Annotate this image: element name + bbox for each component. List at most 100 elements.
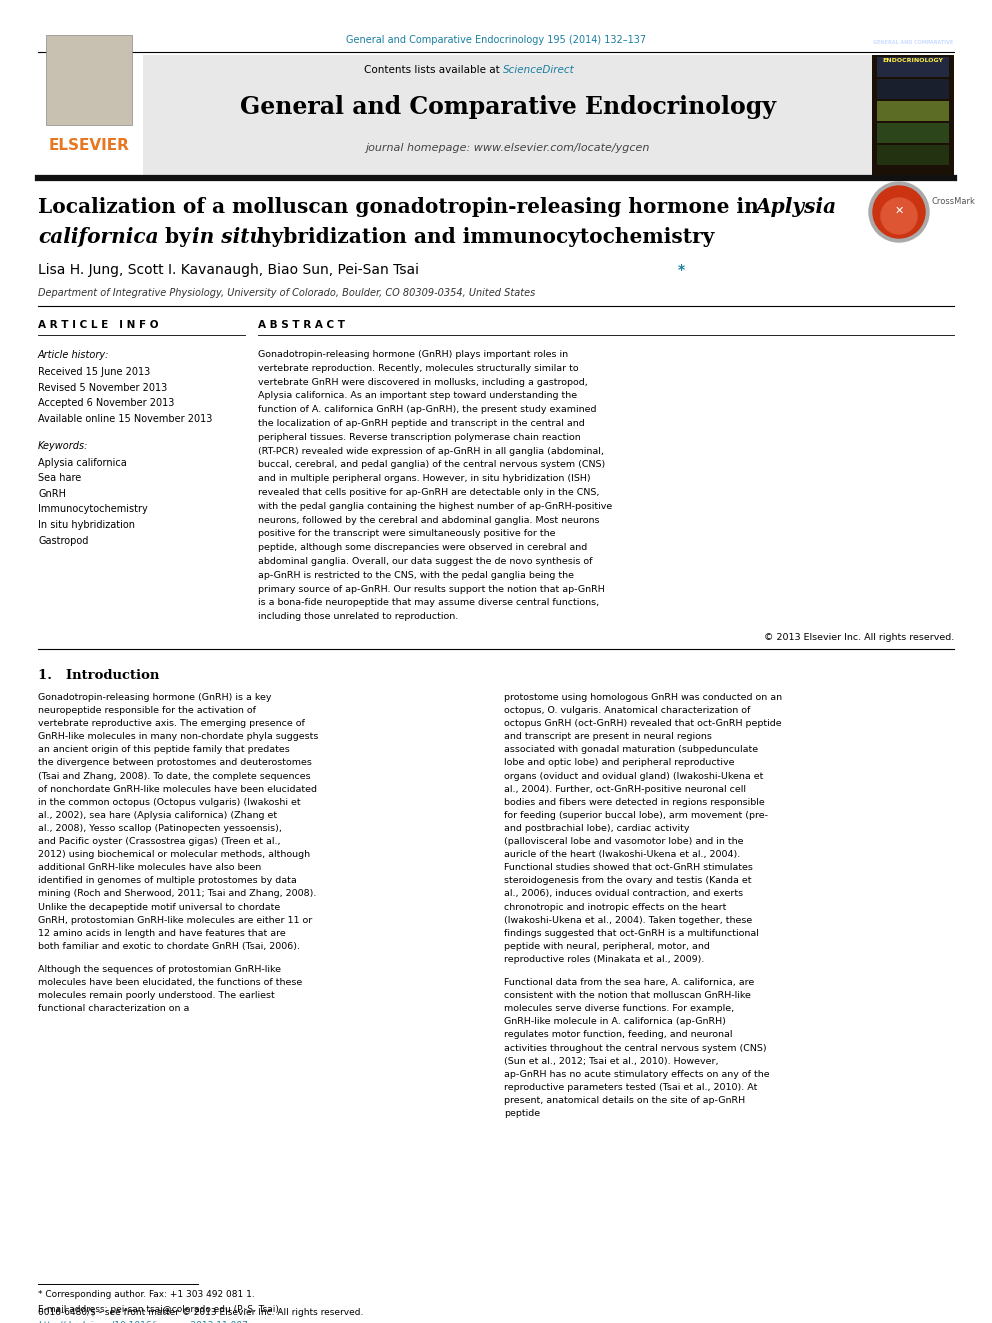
Text: ✕: ✕ — [895, 206, 904, 216]
Text: in situ: in situ — [192, 228, 264, 247]
Text: positive for the transcript were simultaneously positive for the: positive for the transcript were simulta… — [258, 529, 556, 538]
Text: neurons, followed by the cerebral and abdominal ganglia. Most neurons: neurons, followed by the cerebral and ab… — [258, 516, 599, 525]
Text: buccal, cerebral, and pedal ganglia) of the central nervous system (CNS): buccal, cerebral, and pedal ganglia) of … — [258, 460, 605, 470]
Text: with the pedal ganglia containing the highest number of ap-GnRH-positive: with the pedal ganglia containing the hi… — [258, 501, 612, 511]
Text: peripheral tissues. Reverse transcription polymerase chain reaction: peripheral tissues. Reverse transcriptio… — [258, 433, 580, 442]
Text: ELSEVIER: ELSEVIER — [49, 138, 129, 153]
Text: regulates motor function, feeding, and neuronal: regulates motor function, feeding, and n… — [504, 1031, 732, 1040]
Text: 2012) using biochemical or molecular methods, although: 2012) using biochemical or molecular met… — [38, 851, 310, 859]
Bar — [46, 34, 132, 124]
Text: findings suggested that oct-GnRH is a multifunctional: findings suggested that oct-GnRH is a mu… — [504, 929, 759, 938]
Text: Received 15 June 2013: Received 15 June 2013 — [38, 366, 150, 377]
Circle shape — [873, 187, 925, 238]
Text: and Pacific oyster (Crassostrea gigas) (Treen et al.,: and Pacific oyster (Crassostrea gigas) (… — [38, 837, 281, 845]
Text: molecules remain poorly understood. The earliest: molecules remain poorly understood. The … — [38, 991, 275, 1000]
Text: al., 2006), induces ovidual contraction, and exerts: al., 2006), induces ovidual contraction,… — [504, 889, 743, 898]
Text: in the common octopus (Octopus vulgaris) (Iwakoshi et: in the common octopus (Octopus vulgaris)… — [38, 798, 301, 807]
Text: bodies and fibers were detected in regions responsible: bodies and fibers were detected in regio… — [504, 798, 765, 807]
Text: molecules have been elucidated, the functions of these: molecules have been elucidated, the func… — [38, 978, 303, 987]
Text: octopus GnRH (oct-GnRH) revealed that oct-GnRH peptide: octopus GnRH (oct-GnRH) revealed that oc… — [504, 720, 782, 728]
Text: Functional data from the sea hare, A. californica, are: Functional data from the sea hare, A. ca… — [504, 978, 754, 987]
Text: Functional studies showed that oct-GnRH stimulates: Functional studies showed that oct-GnRH … — [504, 863, 753, 872]
Text: journal homepage: www.elsevier.com/locate/ygcen: journal homepage: www.elsevier.com/locat… — [365, 143, 650, 153]
Text: vertebrate reproductive axis. The emerging presence of: vertebrate reproductive axis. The emergi… — [38, 720, 305, 728]
Bar — [872, 56, 954, 175]
Text: function of A. californica GnRH (ap-GnRH), the present study examined: function of A. californica GnRH (ap-GnRH… — [258, 405, 596, 414]
Text: © 2013 Elsevier Inc. All rights reserved.: © 2013 Elsevier Inc. All rights reserved… — [764, 632, 954, 642]
Text: hybridization and immunocytochemistry: hybridization and immunocytochemistry — [250, 228, 714, 247]
Bar — [877, 57, 949, 77]
Text: 12 amino acids in length and have features that are: 12 amino acids in length and have featur… — [38, 929, 286, 938]
Text: CrossMark: CrossMark — [932, 197, 976, 206]
Text: GnRH-like molecule in A. californica (ap-GnRH): GnRH-like molecule in A. californica (ap… — [504, 1017, 726, 1027]
Text: GnRH-like molecules in many non-chordate phyla suggests: GnRH-like molecules in many non-chordate… — [38, 732, 318, 741]
Text: Department of Integrative Physiology, University of Colorado, Boulder, CO 80309-: Department of Integrative Physiology, Un… — [38, 288, 536, 298]
Text: GnRH: GnRH — [38, 490, 66, 499]
Text: lobe and optic lobe) and peripheral reproductive: lobe and optic lobe) and peripheral repr… — [504, 758, 734, 767]
Bar — [877, 79, 949, 99]
Text: A B S T R A C T: A B S T R A C T — [258, 320, 345, 329]
Bar — [143, 56, 872, 175]
Text: and in multiple peripheral organs. However, in situ hybridization (ISH): and in multiple peripheral organs. Howev… — [258, 474, 590, 483]
Text: protostome using homologous GnRH was conducted on an: protostome using homologous GnRH was con… — [504, 693, 782, 703]
Text: (Iwakoshi-Ukena et al., 2004). Taken together, these: (Iwakoshi-Ukena et al., 2004). Taken tog… — [504, 916, 752, 925]
Text: molecules serve diverse functions. For example,: molecules serve diverse functions. For e… — [504, 1004, 734, 1013]
Bar — [877, 123, 949, 143]
Text: peptide, although some discrepancies were observed in cerebral and: peptide, although some discrepancies wer… — [258, 544, 587, 552]
Text: steroidogenesis from the ovary and testis (Kanda et: steroidogenesis from the ovary and testi… — [504, 876, 752, 885]
Text: Accepted 6 November 2013: Accepted 6 November 2013 — [38, 398, 175, 407]
Text: chronotropic and inotropic effects on the heart: chronotropic and inotropic effects on th… — [504, 902, 726, 912]
Bar — [877, 146, 949, 165]
Text: including those unrelated to reproduction.: including those unrelated to reproductio… — [258, 613, 458, 622]
Text: revealed that cells positive for ap-GnRH are detectable only in the CNS,: revealed that cells positive for ap-GnRH… — [258, 488, 599, 497]
Text: Unlike the decapeptide motif universal to chordate: Unlike the decapeptide motif universal t… — [38, 902, 281, 912]
Text: Gonadotropin-releasing hormone (GnRH) plays important roles in: Gonadotropin-releasing hormone (GnRH) pl… — [258, 351, 568, 359]
Text: http://dx.doi.org/10.1016/j.ygcen.2013.11.007: http://dx.doi.org/10.1016/j.ygcen.2013.1… — [38, 1320, 248, 1323]
Text: identified in genomes of multiple protostomes by data: identified in genomes of multiple protos… — [38, 876, 297, 885]
Text: In situ hybridization: In situ hybridization — [38, 520, 135, 531]
Text: additional GnRH-like molecules have also been: additional GnRH-like molecules have also… — [38, 863, 261, 872]
Text: 0016-6480/$ - see front matter © 2013 Elsevier Inc. All rights reserved.: 0016-6480/$ - see front matter © 2013 El… — [38, 1308, 363, 1316]
Text: functional characterization on a: functional characterization on a — [38, 1004, 189, 1013]
Text: Aplysia: Aplysia — [756, 197, 837, 217]
Text: Sea hare: Sea hare — [38, 474, 81, 483]
Text: Immunocytochemistry: Immunocytochemistry — [38, 504, 148, 515]
Text: an ancient origin of this peptide family that predates: an ancient origin of this peptide family… — [38, 745, 290, 754]
Text: octopus, O. vulgaris. Anatomical characterization of: octopus, O. vulgaris. Anatomical charact… — [504, 706, 750, 714]
Text: Keywords:: Keywords: — [38, 441, 88, 451]
Text: is a bona-fide neuropeptide that may assume diverse central functions,: is a bona-fide neuropeptide that may ass… — [258, 598, 599, 607]
Text: al., 2004). Further, oct-GnRH-positive neuronal cell: al., 2004). Further, oct-GnRH-positive n… — [504, 785, 746, 794]
Text: Available online 15 November 2013: Available online 15 November 2013 — [38, 414, 212, 423]
Text: auricle of the heart (Iwakoshi-Ukena et al., 2004).: auricle of the heart (Iwakoshi-Ukena et … — [504, 851, 740, 859]
Text: A R T I C L E   I N F O: A R T I C L E I N F O — [38, 320, 159, 329]
Text: organs (oviduct and ovidual gland) (Iwakoshi-Ukena et: organs (oviduct and ovidual gland) (Iwak… — [504, 771, 764, 781]
Circle shape — [869, 183, 929, 242]
Text: and transcript are present in neural regions: and transcript are present in neural reg… — [504, 732, 712, 741]
Text: reproductive parameters tested (Tsai et al., 2010). At: reproductive parameters tested (Tsai et … — [504, 1082, 757, 1091]
Text: vertebrate reproduction. Recently, molecules structurally similar to: vertebrate reproduction. Recently, molec… — [258, 364, 578, 373]
Text: ap-GnRH is restricted to the CNS, with the pedal ganglia being the: ap-GnRH is restricted to the CNS, with t… — [258, 570, 574, 579]
Text: consistent with the notion that molluscan GnRH-like: consistent with the notion that mollusca… — [504, 991, 751, 1000]
Text: peptide with neural, peripheral, motor, and: peptide with neural, peripheral, motor, … — [504, 942, 710, 951]
Text: for feeding (superior buccal lobe), arm movement (pre-: for feeding (superior buccal lobe), arm … — [504, 811, 768, 820]
Text: (Sun et al., 2012; Tsai et al., 2010). However,: (Sun et al., 2012; Tsai et al., 2010). H… — [504, 1057, 718, 1065]
Text: the divergence between protostomes and deuterostomes: the divergence between protostomes and d… — [38, 758, 311, 767]
Text: Localization of a molluscan gonadotropin-releasing hormone in: Localization of a molluscan gonadotropin… — [38, 197, 766, 217]
Text: of nonchordate GnRH-like molecules have been elucidated: of nonchordate GnRH-like molecules have … — [38, 785, 317, 794]
Text: californica: californica — [38, 228, 159, 247]
Text: GnRH, protostomian GnRH-like molecules are either 11 or: GnRH, protostomian GnRH-like molecules a… — [38, 916, 312, 925]
Text: and postbrachial lobe), cardiac activity: and postbrachial lobe), cardiac activity — [504, 824, 689, 833]
Text: the localization of ap-GnRH peptide and transcript in the central and: the localization of ap-GnRH peptide and … — [258, 419, 584, 429]
Text: E-mail address: pei-san.tsai@colorado.edu (P.-S. Tsai).: E-mail address: pei-san.tsai@colorado.ed… — [38, 1304, 282, 1314]
Text: *: * — [678, 263, 685, 277]
Text: 1.   Introduction: 1. Introduction — [38, 669, 160, 681]
Text: Aplysia californica: Aplysia californica — [38, 458, 127, 468]
Text: primary source of ap-GnRH. Our results support the notion that ap-GnRH: primary source of ap-GnRH. Our results s… — [258, 585, 605, 594]
Text: vertebrate GnRH were discovered in mollusks, including a gastropod,: vertebrate GnRH were discovered in mollu… — [258, 377, 587, 386]
Bar — [38, 56, 141, 175]
Text: (RT-PCR) revealed wide expression of ap-GnRH in all ganglia (abdominal,: (RT-PCR) revealed wide expression of ap-… — [258, 447, 604, 455]
Text: by: by — [158, 228, 197, 247]
Text: present, anatomical details on the site of ap-GnRH: present, anatomical details on the site … — [504, 1095, 745, 1105]
Text: peptide: peptide — [504, 1109, 540, 1118]
Text: * Corresponding author. Fax: +1 303 492 081 1.: * Corresponding author. Fax: +1 303 492 … — [38, 1290, 255, 1299]
